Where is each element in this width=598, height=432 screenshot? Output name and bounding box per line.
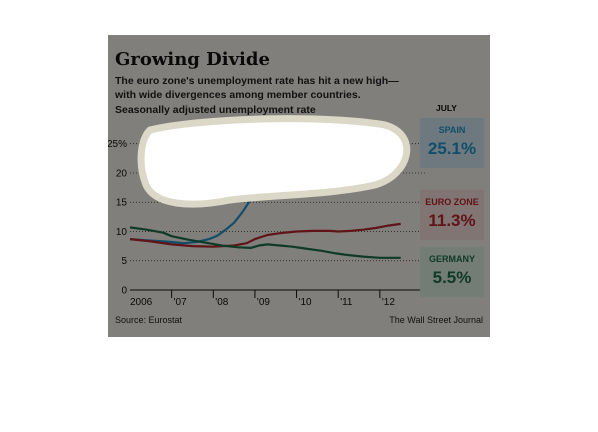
grid-lines	[130, 143, 426, 291]
series-name: GERMANY	[429, 254, 475, 264]
y-tick-label: 25%	[108, 139, 127, 150]
chart-card: Growing Divide The euro zone's unemploym…	[108, 35, 490, 337]
credit-note: The Wall Street Journal	[389, 315, 483, 325]
source-note: Source: Eurostat	[115, 315, 183, 325]
y-axis: 25% 20 15 10 5 0	[108, 139, 127, 296]
y-tick-label: 5	[121, 256, 127, 267]
y-tick-label: 20	[116, 168, 128, 179]
chart-title: Growing Divide	[115, 49, 270, 70]
x-tick-label: '11	[340, 297, 353, 308]
series-lines	[129, 142, 402, 259]
line-chart: Growing Divide The euro zone's unemploym…	[108, 49, 484, 325]
x-tick-label: '07	[174, 297, 187, 308]
y-tick-label: 10	[116, 227, 128, 238]
x-tick-label: '08	[215, 297, 228, 308]
subtitle-line-2: with wide divergences among member count…	[114, 89, 361, 101]
x-tick-label: '12	[382, 297, 395, 308]
series-line	[129, 222, 401, 248]
series-name: EURO ZONE	[425, 197, 479, 207]
end-label-box	[420, 247, 484, 297]
series-line	[129, 226, 401, 259]
x-tick-label: '10	[299, 297, 312, 308]
series-end-value: 25.1%	[428, 139, 476, 158]
series-line	[129, 142, 402, 245]
x-tick-label: 2006	[130, 297, 153, 308]
month-label: JULY	[436, 103, 457, 113]
subtitle-line-1: The euro zone's unemployment rate has hi…	[115, 75, 399, 87]
x-tick-label: '09	[257, 297, 270, 308]
end-label-box	[420, 190, 484, 240]
x-axis: 2006 '07 '08 '09 '10 '11 '12	[130, 290, 395, 308]
series-name: SPAIN	[439, 125, 466, 135]
series-end-value: 5.5%	[433, 268, 472, 287]
end-label-box	[420, 118, 484, 168]
series-end-value: 11.3%	[428, 211, 475, 230]
y-tick-label: 0	[121, 286, 127, 297]
subtitle-line-3: Seasonally adjusted unemployment rate	[115, 104, 316, 116]
y-tick-label: 15	[116, 198, 128, 209]
end-labels: SPAIN 25.1% EURO ZONE 11.3% GERMANY 5.5%	[420, 118, 484, 297]
